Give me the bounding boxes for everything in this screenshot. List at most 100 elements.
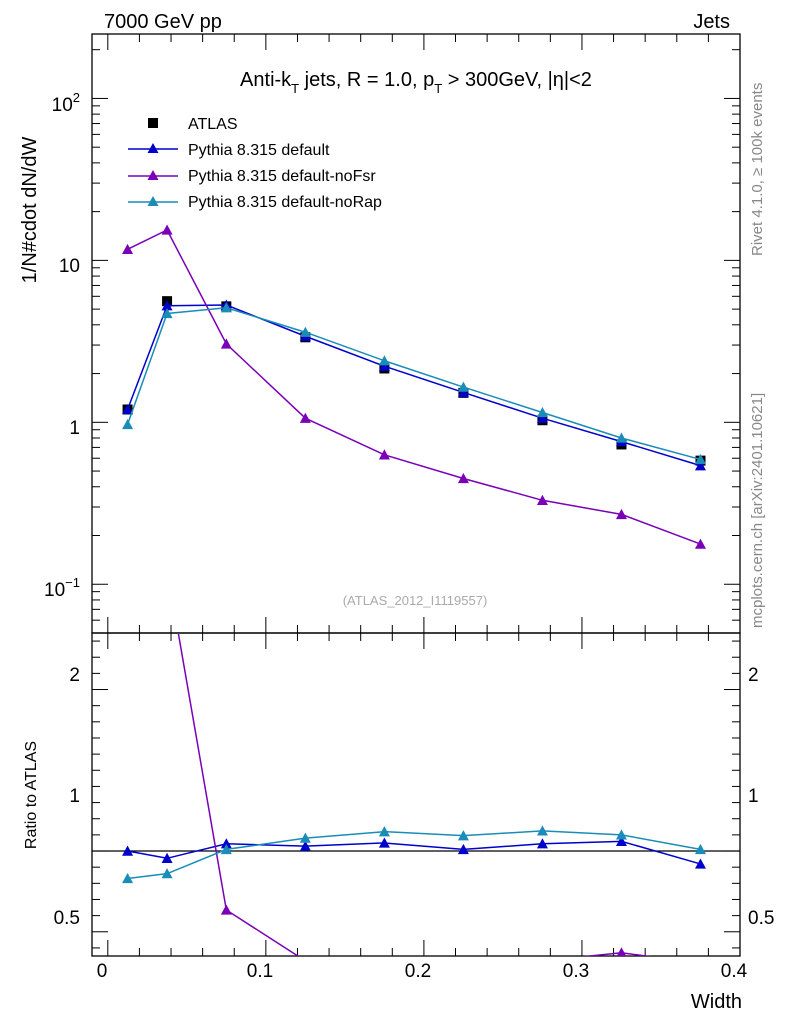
ratio-line-pythia-8-315-default xyxy=(127,840,701,865)
ratio-point-pythia-8-315-default-norap-0 xyxy=(122,872,134,884)
ratio-point-pythia-8-315-default-0 xyxy=(122,845,134,856)
ratio-point-pythia-8-315-default-7 xyxy=(615,835,627,847)
legend-label-default: Pythia 8.315 default xyxy=(188,142,330,159)
point-pythia-8-315-default-0 xyxy=(122,403,134,415)
ratio-tick-label-0.5: 0.5 xyxy=(54,908,80,929)
point-atlas-overlay-3 xyxy=(300,332,310,342)
ratio-y-axis-label: Ratio to ATLAS xyxy=(23,741,40,849)
ratio-point-pythia-8-315-default-norap-6 xyxy=(536,825,548,836)
point-pythia-8-315-default-norap-1 xyxy=(161,307,173,319)
point-pythia-8-315-default-8 xyxy=(694,460,706,471)
point-atlas-overlay-6 xyxy=(537,415,547,425)
ratio-point-pythia-8-315-default-norap-3 xyxy=(299,832,311,843)
point-atlas-overlay-7 xyxy=(616,439,626,449)
series-line-pythia-8-315-default-nofsr xyxy=(127,229,701,545)
ratio-point-pythia-8-315-default-8 xyxy=(694,858,706,869)
y-tick-label-100: 102 xyxy=(52,90,80,116)
ratio-tick-label-2: 2 xyxy=(69,665,80,686)
point-pythia-8-315-default-norap-3 xyxy=(299,326,311,337)
point-pythia-8-315-default-nofsr-8 xyxy=(694,538,706,549)
legend-label-atlas: ATLAS xyxy=(188,116,238,133)
legend-marker-default xyxy=(147,143,159,153)
ratio-point-pythia-8-315-default-nofsr-4 xyxy=(379,960,390,970)
point-pythia-8-315-default-nofsr-7 xyxy=(615,508,627,520)
ratio-point-pythia-8-315-default-3 xyxy=(299,840,311,851)
ratio-plot-frame xyxy=(91,632,741,957)
mcplots-label: mcplots.cern.ch [arXiv:2401.10621] xyxy=(749,393,766,628)
point-pythia-8-315-default-nofsr-0 xyxy=(122,243,134,255)
point-atlas-overlay-8 xyxy=(695,456,705,466)
y-axis-label: 1/N#cdot dN/dW xyxy=(19,137,41,284)
point-pythia-8-315-default-norap-2 xyxy=(220,302,232,313)
point-atlas-overlay-2 xyxy=(221,301,231,311)
ratio-point-pythia-8-315-default-5 xyxy=(457,843,469,855)
point-atlas-overlay-1 xyxy=(162,296,172,306)
analysis-id-label: (ATLAS_2012_I1119557) xyxy=(343,593,488,608)
point-pythia-8-315-default-nofsr-6 xyxy=(536,494,548,505)
point-pythia-8-315-default-4 xyxy=(378,360,390,371)
ratio-point-pythia-8-315-default-nofsr-8 xyxy=(695,958,706,968)
ratio-point-pythia-8-315-default-4 xyxy=(378,837,390,848)
x-tick-label-0.2: 0.2 xyxy=(405,961,431,982)
x-tick-label-0: 0 xyxy=(97,961,108,982)
point-pythia-8-315-default-nofsr-2 xyxy=(220,338,232,349)
point-atlas-overlay-4 xyxy=(379,363,389,373)
ratio-point-pythia-8-315-default-norap-1 xyxy=(161,868,173,879)
legend-marker-atlas xyxy=(148,118,158,128)
x-axis-label: Width xyxy=(691,991,742,1013)
point-atlas-overlay-5 xyxy=(458,388,468,398)
ratio-tick-label-right-1: 1 xyxy=(748,786,759,807)
ratio-tick-label-right-0.5: 0.5 xyxy=(748,908,774,929)
point-pythia-8-315-default-1 xyxy=(161,300,173,311)
ratio-point-pythia-8-315-default-nofsr-2 xyxy=(220,904,232,915)
point-pythia-8-315-default-nofsr-4 xyxy=(378,449,390,460)
point-pythia-8-315-default-norap-4 xyxy=(378,355,390,366)
chart-title: Anti-kT jets, R = 1.0, pT > 300GeV, |η|<… xyxy=(240,69,592,96)
point-pythia-8-315-default-norap-6 xyxy=(536,406,548,418)
ratio-point-pythia-8-315-default-norap-7 xyxy=(615,829,627,840)
y-tick-label-1: 1 xyxy=(69,418,80,439)
axis-ticks xyxy=(92,34,741,956)
ratio-point-pythia-8-315-default-1 xyxy=(161,852,173,863)
point-atlas-overlay-0 xyxy=(123,404,133,414)
series-line-pythia-8-315-default xyxy=(126,304,701,467)
point-pythia-8-315-default-nofsr-5 xyxy=(457,472,469,484)
point-pythia-8-315-default-norap-0 xyxy=(122,418,134,430)
ratio-point-pythia-8-315-default-norap-5 xyxy=(457,830,469,841)
ratio-point-pythia-8-315-default-nofsr-7 xyxy=(616,947,627,956)
x-tick-label-0.4: 0.4 xyxy=(721,961,748,982)
main-plot-area xyxy=(122,224,706,549)
legend: ATLAS Pythia 8.315 default Pythia 8.315 … xyxy=(128,116,382,211)
y-tick-label-10: 10 xyxy=(59,256,80,277)
ratio-point-pythia-8-315-default-6 xyxy=(536,838,548,849)
legend-marker-norap xyxy=(147,196,159,206)
ratio-point-pythia-8-315-default-norap-8 xyxy=(694,843,706,855)
legend-label-nofsr: Pythia 8.315 default-noFsr xyxy=(188,168,376,185)
ratio-point-pythia-8-315-default-norap-2 xyxy=(220,843,232,855)
rivet-version-label: Rivet 4.1.0, ≥ 100k events xyxy=(749,83,766,256)
point-pythia-8-315-default-nofsr-1 xyxy=(161,224,173,235)
header-right: Jets xyxy=(693,11,730,33)
ratio-tick-label-right-2: 2 xyxy=(748,665,759,686)
ratio-point-pythia-8-315-default-nofsr-5 xyxy=(458,959,469,969)
ratio-point-pythia-8-315-default-norap-4 xyxy=(378,826,390,837)
series-line-pythia-8-315-default-norap xyxy=(126,306,701,461)
point-pythia-8-315-default-6 xyxy=(536,412,548,423)
header-left: 7000 GeV pp xyxy=(104,11,222,33)
point-pythia-8-315-default-5 xyxy=(457,386,469,398)
ratio-tick-label-1: 1 xyxy=(69,786,80,807)
point-pythia-8-315-default-norap-7 xyxy=(615,432,627,443)
ratio-line-pythia-8-315-default-nofsr xyxy=(177,634,652,956)
point-pythia-8-315-default-nofsr-3 xyxy=(299,412,311,423)
point-pythia-8-315-default-norap-5 xyxy=(457,381,469,392)
y-tick-label-0.1: 10−1 xyxy=(44,575,80,601)
legend-label-norap: Pythia 8.315 default-noRap xyxy=(188,194,382,211)
ratio-plot-area xyxy=(122,634,706,970)
x-tick-label-0.3: 0.3 xyxy=(563,961,589,982)
legend-marker-nofsr xyxy=(147,170,159,180)
point-pythia-8-315-default-norap-8 xyxy=(694,453,706,465)
x-tick-label-0.1: 0.1 xyxy=(247,961,273,982)
ratio-point-pythia-8-315-default-nofsr-6 xyxy=(542,955,543,956)
ratio-point-pythia-8-315-default-nofsr-3 xyxy=(305,955,306,956)
